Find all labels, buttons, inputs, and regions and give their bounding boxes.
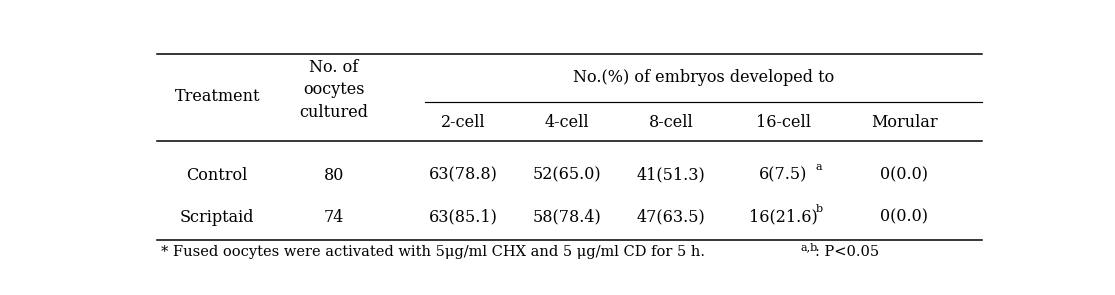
Text: 63(85.1): 63(85.1)	[429, 209, 498, 226]
Text: 0(0.0): 0(0.0)	[880, 209, 928, 226]
Text: 6(7.5): 6(7.5)	[759, 167, 807, 183]
Text: 16(21.6): 16(21.6)	[749, 209, 817, 226]
Text: 63(78.8): 63(78.8)	[429, 167, 498, 183]
Text: 4-cell: 4-cell	[545, 114, 590, 131]
Text: 58(78.4): 58(78.4)	[533, 209, 601, 226]
Text: Treatment: Treatment	[174, 88, 260, 105]
Text: 41(51.3): 41(51.3)	[637, 167, 705, 183]
Text: 16-cell: 16-cell	[756, 114, 811, 131]
Text: 2-cell: 2-cell	[442, 114, 486, 131]
Text: 0(0.0): 0(0.0)	[880, 167, 928, 183]
Text: : P<0.05: : P<0.05	[815, 245, 880, 259]
Text: 80: 80	[323, 167, 345, 183]
Text: 8-cell: 8-cell	[649, 114, 694, 131]
Text: b: b	[816, 204, 823, 214]
Text: Control: Control	[186, 167, 248, 183]
Text: 47(63.5): 47(63.5)	[637, 209, 705, 226]
Text: Scriptaid: Scriptaid	[180, 209, 254, 226]
Text: 74: 74	[323, 209, 345, 226]
Text: No.(%) of embryos developed to: No.(%) of embryos developed to	[573, 69, 834, 86]
Text: a: a	[816, 162, 823, 172]
Text: * Fused oocytes were activated with 5μg/ml CHX and 5 μg/ml CD for 5 h.: * Fused oocytes were activated with 5μg/…	[161, 245, 705, 259]
Text: No. of
oocytes
cultured: No. of oocytes cultured	[299, 59, 368, 121]
Text: Morular: Morular	[871, 114, 938, 131]
Text: 52(65.0): 52(65.0)	[533, 167, 601, 183]
Text: a,b: a,b	[801, 242, 817, 252]
